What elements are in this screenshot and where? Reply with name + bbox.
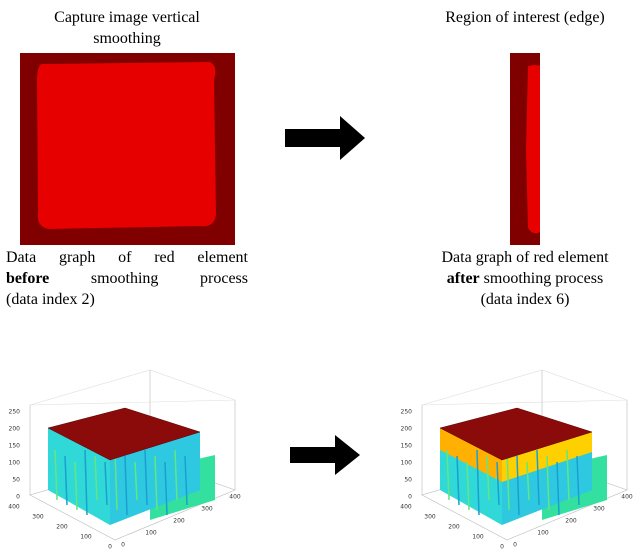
x-tick-label: 100 (537, 530, 549, 537)
y-tick-label: 0 (108, 544, 112, 550)
y-tick-label: 200 (56, 524, 68, 531)
caption: Data graph of red element before smoothi… (6, 247, 248, 310)
caption-line: Data graph of red element (6, 247, 248, 268)
z-tick-label: 50 (12, 477, 20, 484)
y-tick-label: 400 (8, 504, 20, 511)
x-tick-label: 200 (565, 518, 577, 525)
caption-line: Data graph of red element (405, 247, 643, 268)
x-tick-label: 400 (229, 494, 241, 501)
x-tick-label: 400 (621, 494, 633, 501)
x-tick-label: 0 (121, 542, 125, 549)
caption-line: before smoothing process (6, 268, 248, 289)
y-tick-label: 100 (80, 534, 92, 541)
caption-line: after smoothing process (405, 268, 643, 289)
x-tick-label: 300 (593, 506, 605, 513)
arrow (285, 116, 365, 160)
x-tick-label: 200 (173, 518, 185, 525)
caption-line: (data index 2) (6, 289, 248, 310)
y-tick-label: 100 (472, 534, 484, 541)
z-tick-label: 200 (401, 426, 413, 433)
arrow (290, 435, 360, 475)
panel-title: Region of interest (edge) (400, 7, 643, 28)
caption-text: smoothing process (91, 270, 248, 287)
caption: Data graph of red element after smoothin… (405, 247, 643, 310)
z-tick-label: 0 (408, 494, 412, 501)
z-tick-label: 250 (401, 409, 413, 416)
caption-text: smoothing process (484, 270, 604, 287)
z-tick-label: 50 (404, 477, 412, 484)
y-tick-label: 0 (500, 544, 504, 550)
y-tick-label: 200 (448, 524, 460, 531)
z-tick-label: 150 (401, 443, 413, 450)
y-tick-label: 400 (400, 504, 412, 511)
z-tick-label: 200 (9, 426, 21, 433)
red-region (37, 62, 216, 229)
box-back (422, 370, 627, 405)
x-tick-label: 100 (145, 530, 157, 537)
roi-red-region (526, 65, 540, 233)
panel-title: Capture image vertical smoothing (32, 7, 222, 49)
z-tick-label: 100 (9, 460, 21, 467)
z-tick-label: 150 (9, 443, 21, 450)
y-tick-label: 300 (32, 514, 44, 521)
figure: 0 50 100 150 200 250 400 300 200 100 0 0 100 200 300 40… (0, 0, 643, 550)
z-tick-label: 250 (9, 409, 21, 416)
x-tick-label: 0 (513, 542, 517, 549)
z-tick-label: 100 (401, 460, 413, 467)
emphasis: after (447, 270, 480, 287)
emphasis: before (6, 270, 49, 287)
z-tick-label: 0 (16, 494, 20, 501)
y-tick-label: 300 (424, 514, 436, 521)
x-tick-label: 300 (201, 506, 213, 513)
caption-line: (data index 6) (405, 289, 643, 310)
box-back (30, 370, 235, 405)
